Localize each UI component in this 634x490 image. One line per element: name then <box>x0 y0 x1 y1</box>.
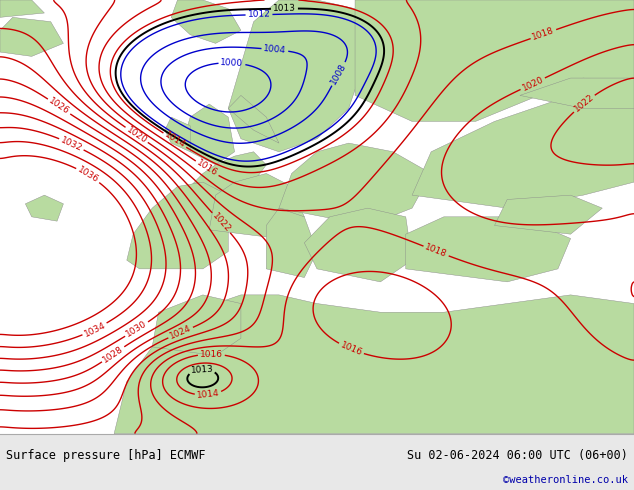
Polygon shape <box>127 182 228 269</box>
Text: Su 02-06-2024 06:00 UTC (06+00): Su 02-06-2024 06:00 UTC (06+00) <box>407 448 628 462</box>
Polygon shape <box>266 208 317 277</box>
Text: 1000: 1000 <box>220 58 243 68</box>
Polygon shape <box>190 152 266 191</box>
Text: 1032: 1032 <box>59 135 84 153</box>
Text: 1026: 1026 <box>47 97 71 117</box>
Polygon shape <box>228 0 368 152</box>
Text: 1020: 1020 <box>521 75 545 93</box>
Text: 1012: 1012 <box>247 10 271 20</box>
Text: 1013: 1013 <box>273 4 296 13</box>
Polygon shape <box>171 0 241 44</box>
Polygon shape <box>228 96 279 143</box>
Text: Surface pressure [hPa] ECMWF: Surface pressure [hPa] ECMWF <box>6 448 206 462</box>
Text: ©weatheronline.co.uk: ©weatheronline.co.uk <box>503 475 628 485</box>
Text: 1022: 1022 <box>210 211 232 234</box>
Text: 1016: 1016 <box>200 350 223 359</box>
Polygon shape <box>279 143 431 225</box>
Text: 1024: 1024 <box>169 324 193 341</box>
Polygon shape <box>209 173 304 239</box>
Polygon shape <box>0 17 63 56</box>
Polygon shape <box>355 0 634 122</box>
Polygon shape <box>304 208 412 282</box>
Polygon shape <box>152 295 241 356</box>
Text: 1014: 1014 <box>163 130 187 150</box>
Text: 1020: 1020 <box>125 125 148 145</box>
Polygon shape <box>165 117 190 152</box>
Text: 1018: 1018 <box>424 243 448 259</box>
Text: 1016: 1016 <box>339 341 363 358</box>
Text: 1004: 1004 <box>263 44 287 55</box>
Text: 1028: 1028 <box>101 344 125 365</box>
Polygon shape <box>520 78 634 108</box>
Polygon shape <box>495 195 602 234</box>
Text: 1016: 1016 <box>195 158 219 178</box>
Polygon shape <box>184 104 235 165</box>
Text: 1036: 1036 <box>76 165 100 185</box>
Text: 1022: 1022 <box>573 93 596 114</box>
Text: 1018: 1018 <box>531 26 556 42</box>
Polygon shape <box>406 217 571 282</box>
Text: 1030: 1030 <box>124 319 149 339</box>
Polygon shape <box>0 0 44 17</box>
Text: 1014: 1014 <box>197 389 220 400</box>
Text: 1034: 1034 <box>82 320 107 339</box>
Text: 1013: 1013 <box>190 364 214 375</box>
Polygon shape <box>412 87 634 208</box>
Text: 1008: 1008 <box>329 62 348 86</box>
Polygon shape <box>25 195 63 221</box>
Polygon shape <box>114 295 634 434</box>
